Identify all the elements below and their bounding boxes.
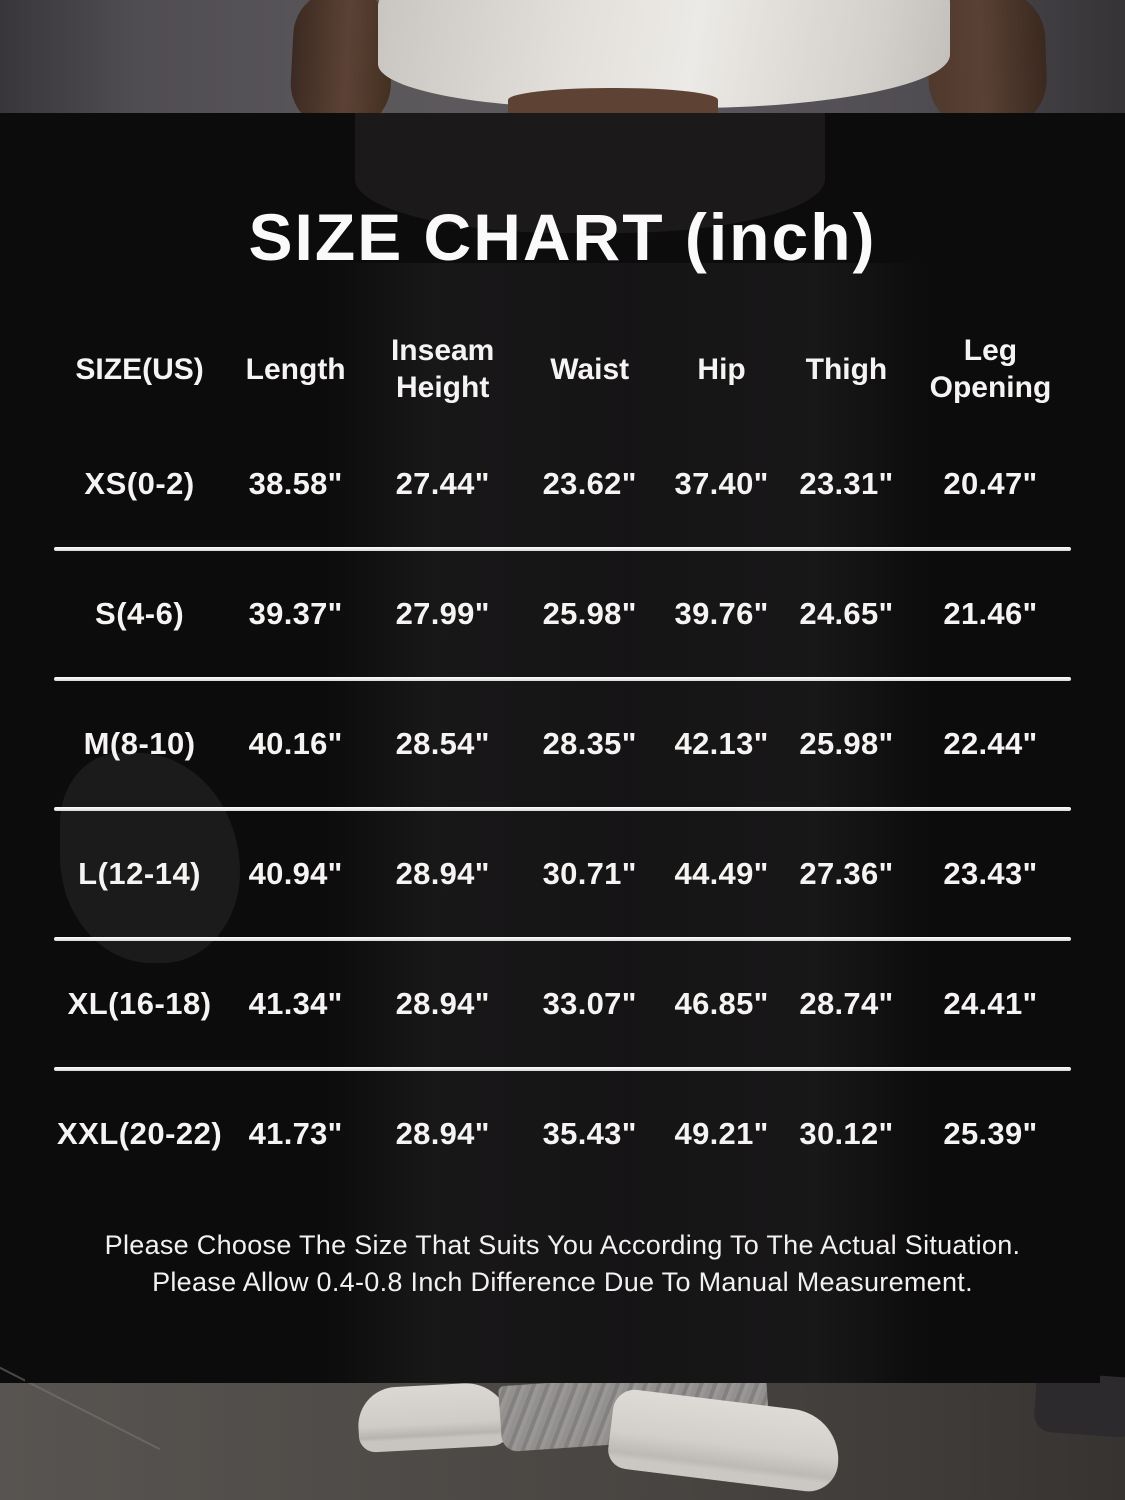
measurement-value: 28.74"	[799, 986, 894, 1021]
measurement-value: 44.49"	[674, 856, 769, 891]
measurement-value: 39.37"	[248, 596, 343, 631]
size-label: XXL(20-22)	[56, 1116, 223, 1151]
measurement-value: 23.62"	[542, 466, 637, 501]
row-divider	[54, 807, 1071, 811]
measurement-value: 30.12"	[799, 1116, 894, 1151]
size-chart-panel: SIZE CHART (inch) SIZE(US) Length Inseam…	[25, 113, 1100, 1383]
measurement-value: 41.73"	[248, 1116, 343, 1151]
measurement-value: 23.43"	[943, 856, 1038, 891]
size-label: XL(16-18)	[67, 986, 212, 1021]
model-photo-top	[0, 0, 1125, 133]
left-sneaker	[356, 1381, 512, 1453]
measurement-value: 22.44"	[943, 726, 1038, 761]
column-header-inseam-height: Inseam Height	[390, 334, 495, 404]
measurement-value: 20.47"	[943, 466, 1038, 501]
measurement-note: Please Choose The Size That Suits You Ac…	[25, 1227, 1100, 1301]
measurement-value: 27.44"	[395, 466, 490, 501]
table-header-row: SIZE(US) Length Inseam Height Waist Hip …	[54, 317, 1071, 421]
column-header-size: SIZE(US)	[75, 352, 204, 386]
measurement-value: 25.98"	[542, 596, 637, 631]
measurement-value: 49.21"	[674, 1116, 769, 1151]
measurement-value: 28.94"	[395, 856, 490, 891]
row-divider	[54, 1067, 1071, 1071]
model-photo-bottom	[0, 1361, 1125, 1500]
measurement-value: 28.54"	[395, 726, 490, 761]
right-sneaker	[605, 1387, 845, 1495]
measurement-value: 35.43"	[542, 1116, 637, 1151]
measurement-value: 27.99"	[395, 596, 490, 631]
measurement-value: 42.13"	[674, 726, 769, 761]
table-row-m: M(8-10) 40.16" 28.54" 28.35" 42.13" 25.9…	[54, 681, 1071, 807]
measurement-value: 38.58"	[248, 466, 343, 501]
column-header-waist: Waist	[550, 352, 630, 386]
measurement-value: 39.76"	[674, 596, 769, 631]
note-line-2: Please Allow 0.4-0.8 Inch Difference Due…	[152, 1267, 973, 1297]
size-table: SIZE(US) Length Inseam Height Waist Hip …	[25, 317, 1100, 1197]
model-midriff	[508, 88, 718, 113]
measurement-value: 24.65"	[799, 596, 894, 631]
page-title: SIZE CHART (inch)	[248, 200, 877, 274]
row-divider	[54, 547, 1071, 551]
measurement-value: 37.40"	[674, 466, 769, 501]
measurement-value: 28.94"	[395, 1116, 490, 1151]
row-divider	[54, 937, 1071, 941]
note-line-1: Please Choose The Size That Suits You Ac…	[104, 1230, 1021, 1260]
measurement-value: 28.94"	[395, 986, 490, 1021]
table-row-l: L(12-14) 40.94" 28.94" 30.71" 44.49" 27.…	[54, 811, 1071, 937]
row-divider	[54, 677, 1071, 681]
table-row-xs: XS(0-2) 38.58" 27.44" 23.62" 37.40" 23.3…	[54, 421, 1071, 547]
column-header-hip: Hip	[697, 352, 746, 386]
table-row-xl: XL(16-18) 41.34" 28.94" 33.07" 46.85" 28…	[54, 941, 1071, 1067]
measurement-value: 23.31"	[799, 466, 894, 501]
measurement-value: 25.98"	[799, 726, 894, 761]
measurement-value: 40.94"	[248, 856, 343, 891]
table-row-xxl: XXL(20-22) 41.73" 28.94" 35.43" 49.21" 3…	[54, 1071, 1071, 1197]
measurement-value: 25.39"	[943, 1116, 1038, 1151]
measurement-value: 27.36"	[799, 856, 894, 891]
size-label: S(4-6)	[95, 596, 185, 631]
size-label: M(8-10)	[83, 726, 196, 761]
measurement-value: 30.71"	[542, 856, 637, 891]
column-header-leg-opening: Leg Opening	[929, 334, 1052, 404]
measurement-value: 46.85"	[674, 986, 769, 1021]
column-header-length: Length	[245, 352, 346, 386]
measurement-value: 24.41"	[943, 986, 1038, 1021]
measurement-value: 33.07"	[542, 986, 637, 1021]
size-label: L(12-14)	[78, 856, 202, 891]
measurement-value: 21.46"	[943, 596, 1038, 631]
size-label: XS(0-2)	[84, 466, 195, 501]
measurement-value: 41.34"	[248, 986, 343, 1021]
measurement-value: 40.16"	[248, 726, 343, 761]
table-row-s: S(4-6) 39.37" 27.99" 25.98" 39.76" 24.65…	[54, 551, 1071, 677]
measurement-value: 28.35"	[542, 726, 637, 761]
column-header-thigh: Thigh	[805, 352, 888, 386]
